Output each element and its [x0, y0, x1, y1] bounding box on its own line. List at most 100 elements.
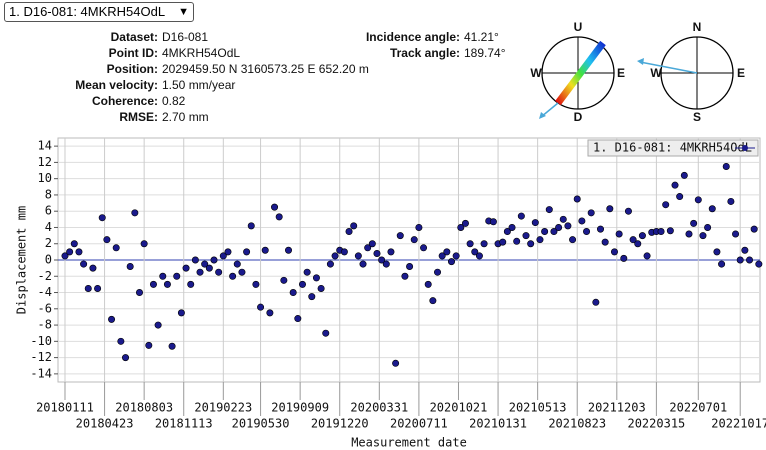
data-point: [475, 252, 483, 260]
data-point: [694, 196, 702, 204]
data-point: [410, 236, 418, 244]
data-point: [424, 280, 432, 288]
data-point: [382, 260, 390, 268]
data-point: [182, 264, 190, 272]
data-point: [503, 228, 511, 236]
y-tick-label: 12: [38, 155, 52, 169]
y-tick-label: -6: [38, 301, 52, 315]
info-value: 189.74°: [464, 46, 506, 60]
data-point: [322, 329, 330, 337]
y-tick-label: 6: [45, 204, 52, 218]
x-tick-label: 20190909: [271, 401, 329, 415]
data-point: [522, 232, 530, 240]
y-tick-label: -14: [30, 366, 52, 380]
data-point: [527, 240, 535, 248]
y-tick-label: 10: [38, 171, 52, 185]
y-tick-label: -10: [30, 334, 52, 348]
x-tick-label: 20190530: [232, 417, 290, 431]
data-point: [718, 260, 726, 268]
data-point: [485, 217, 493, 225]
data-point: [252, 280, 260, 288]
data-point: [364, 244, 372, 252]
data-point: [359, 260, 367, 268]
y-tick-label: 2: [45, 236, 52, 250]
data-point: [229, 272, 237, 280]
data-point: [704, 223, 712, 231]
y-tick-label: 0: [45, 253, 52, 267]
los-arrow: [540, 102, 559, 118]
compass-label: U: [574, 20, 583, 34]
plot-area: [57, 137, 761, 383]
info-label: Coherence:: [92, 94, 158, 108]
info-label: Position:: [107, 62, 158, 76]
info-value: 1.50 mm/year: [162, 78, 235, 92]
data-point: [727, 197, 735, 205]
data-point: [447, 258, 455, 266]
legend-label: 1. D16-081: 4MKRH54OdL: [593, 141, 752, 155]
x-tick-label: 20220315: [627, 417, 685, 431]
data-point: [201, 260, 209, 268]
data-point: [271, 203, 279, 211]
data-point: [196, 268, 204, 276]
x-tick-label: 20181113: [155, 417, 213, 431]
data-point: [168, 342, 176, 350]
data-point: [112, 244, 120, 252]
data-point: [336, 246, 344, 254]
data-point: [569, 236, 577, 244]
track-arrowhead: [637, 58, 644, 65]
legend-box: [587, 139, 759, 157]
data-point: [275, 213, 283, 221]
data-point: [680, 171, 688, 179]
data-point: [373, 249, 381, 257]
data-point: [620, 254, 628, 262]
data-point: [489, 218, 497, 226]
data-point: [233, 260, 241, 268]
data-point: [545, 206, 553, 214]
data-point: [238, 268, 246, 276]
data-point: [499, 238, 507, 246]
data-point: [191, 256, 199, 264]
info-value: D16-081: [162, 30, 208, 44]
compass-label: N: [693, 20, 702, 34]
y-tick-label: 4: [45, 220, 52, 234]
x-tick-label: 20210131: [469, 417, 527, 431]
data-point: [340, 248, 348, 256]
data-point: [536, 236, 544, 244]
data-point: [587, 209, 595, 217]
data-point: [303, 268, 311, 276]
data-point: [354, 252, 362, 260]
info-label: Mean velocity:: [75, 78, 158, 92]
data-point: [541, 228, 549, 236]
data-point: [708, 205, 716, 213]
data-point: [671, 181, 679, 189]
info-label: Dataset:: [111, 30, 158, 44]
data-point: [387, 248, 395, 256]
data-point: [461, 219, 469, 227]
compass-map: N E S W: [637, 20, 745, 124]
data-point: [312, 274, 320, 282]
info-value: 0.82: [162, 94, 186, 108]
x-tick-label: 20200331: [350, 401, 408, 415]
data-point: [219, 252, 227, 260]
data-point: [122, 354, 130, 362]
data-point: [610, 248, 618, 256]
data-point: [187, 280, 195, 288]
data-point: [638, 232, 646, 240]
y-tick-label: -12: [30, 350, 52, 364]
data-point: [690, 219, 698, 227]
compass-circle: [541, 36, 615, 110]
data-point: [61, 252, 69, 260]
info-label: RMSE:: [119, 110, 158, 124]
data-point: [326, 260, 334, 268]
data-point: [257, 303, 265, 311]
data-point: [145, 341, 153, 349]
data-point: [154, 321, 162, 329]
track-arrow: [639, 61, 698, 74]
data-point: [508, 223, 516, 231]
data-point: [294, 315, 302, 323]
data-point: [75, 248, 83, 256]
point-dropdown[interactable]: 1. D16-081: 4MKRH54OdL ▼: [4, 2, 194, 22]
data-point: [713, 248, 721, 256]
data-point: [615, 230, 623, 238]
